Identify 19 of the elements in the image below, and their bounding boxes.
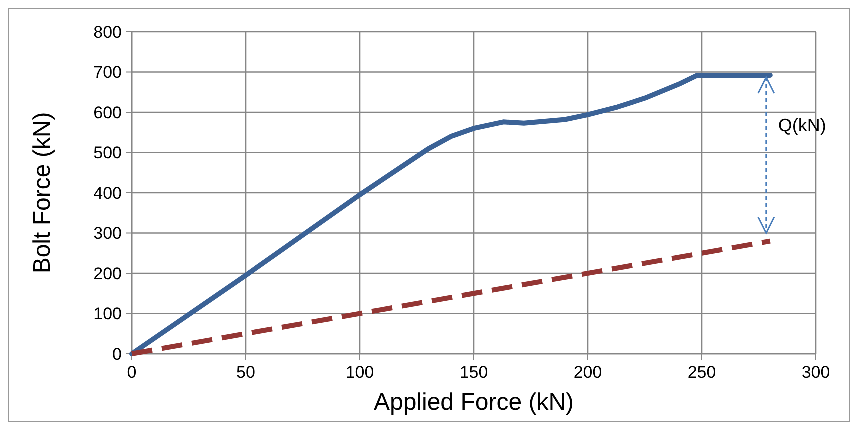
x-tick-label: 0 xyxy=(127,363,137,382)
y-tick-label: 100 xyxy=(94,304,122,324)
y-tick-label: 600 xyxy=(94,103,122,122)
y-tick-label: 300 xyxy=(94,224,122,244)
y-tick-label: 800 xyxy=(94,22,122,42)
y-tick-label: 400 xyxy=(94,184,122,203)
y-tick-label: 200 xyxy=(94,264,122,284)
x-tick-label: 300 xyxy=(802,363,830,382)
y-axis-title: Bolt Force (kN) xyxy=(29,112,56,274)
x-tick-label: 100 xyxy=(346,363,374,382)
x-tick-label: 50 xyxy=(236,363,256,382)
x-tick-label: 150 xyxy=(460,363,488,382)
x-tick-label: 200 xyxy=(574,363,602,382)
y-tick-label: 0 xyxy=(112,344,122,364)
annotation: Q(kN) xyxy=(778,116,826,136)
x-axis-title: Applied Force (kN) xyxy=(374,389,574,416)
y-tick-label: 700 xyxy=(94,63,122,82)
x-tick-label: 250 xyxy=(688,363,716,382)
y-tick-label: 500 xyxy=(94,144,122,163)
